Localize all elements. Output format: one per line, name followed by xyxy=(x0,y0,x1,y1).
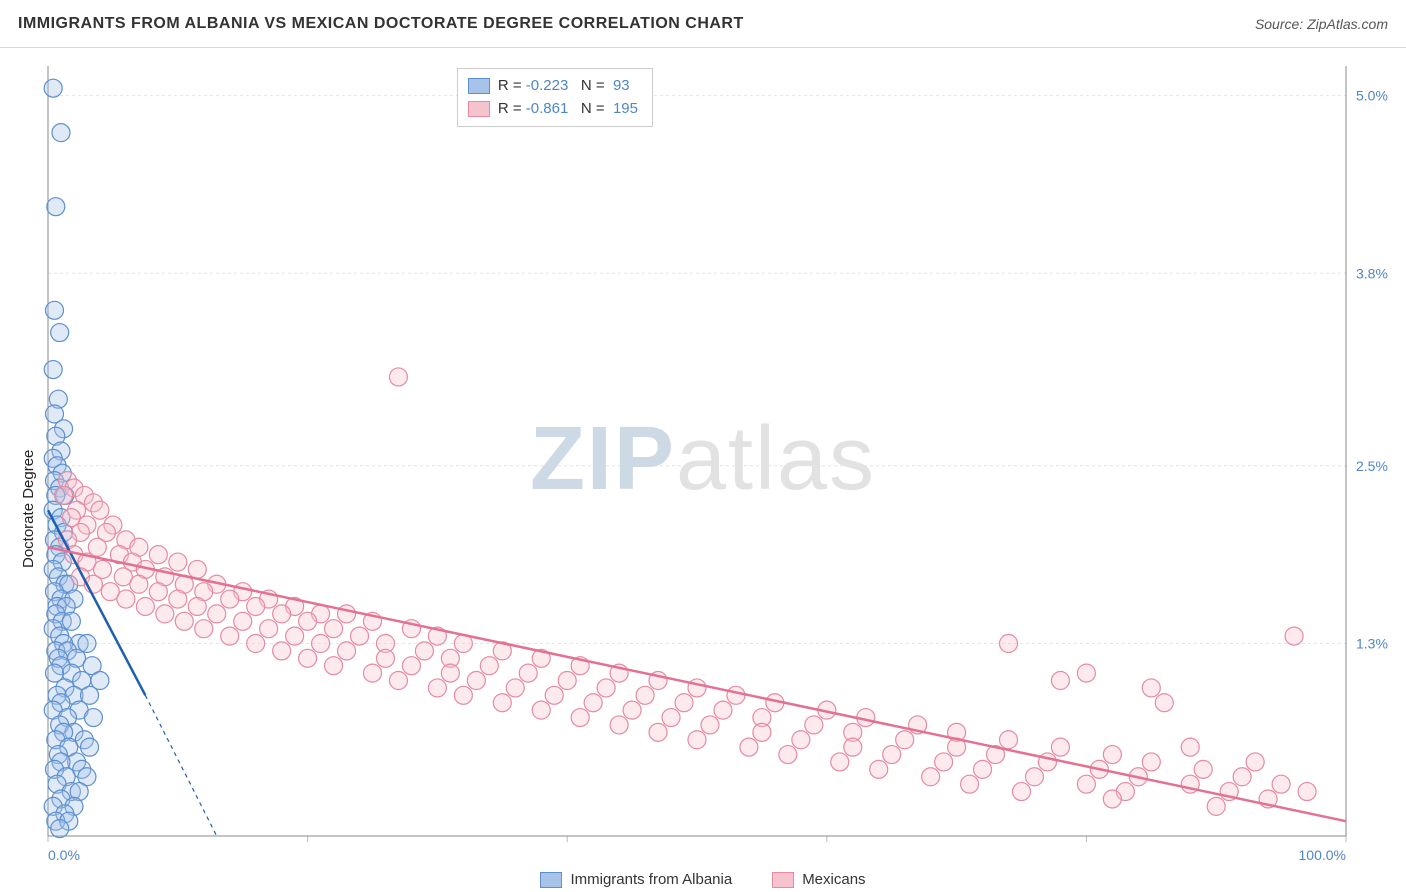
legend-swatch xyxy=(468,101,490,117)
scatter-chart-svg: 1.3% 2.5% 3.8% 5.0% 0.0% 100.0% xyxy=(0,48,1406,892)
chart-area: 1.3%2.5%3.8%5.0%0.0%100.0% ZIPatlas Doct… xyxy=(0,48,1406,892)
legend-text: R = -0.223 N = 93 xyxy=(498,75,630,98)
legend-row: R = -0.861 N = 195 xyxy=(468,98,638,121)
svg-text:5.0%: 5.0% xyxy=(1356,88,1388,104)
correlation-legend: R = -0.223 N = 93R = -0.861 N = 195 xyxy=(457,68,653,127)
legend-swatch xyxy=(468,78,490,94)
legend-swatch xyxy=(540,872,562,888)
series-legend-item: Immigrants from Albania xyxy=(540,871,732,888)
chart-header: IMMIGRANTS FROM ALBANIA VS MEXICAN DOCTO… xyxy=(0,0,1406,48)
svg-text:2.5%: 2.5% xyxy=(1356,458,1388,474)
legend-row: R = -0.223 N = 93 xyxy=(468,75,638,98)
legend-text: R = -0.861 N = 195 xyxy=(498,98,638,121)
series-legend-label: Mexicans xyxy=(802,871,865,888)
series-legend-label: Immigrants from Albania xyxy=(570,871,732,888)
chart-title: IMMIGRANTS FROM ALBANIA VS MEXICAN DOCTO… xyxy=(18,15,744,33)
svg-text:100.0%: 100.0% xyxy=(1299,847,1346,863)
source-attribution: Source: ZipAtlas.com xyxy=(1255,16,1388,32)
series-legend: Immigrants from Albania Mexicans xyxy=(0,871,1406,888)
source-name: ZipAtlas.com xyxy=(1307,16,1388,32)
legend-swatch xyxy=(772,872,794,888)
series-legend-item: Mexicans xyxy=(772,871,865,888)
source-prefix: Source: xyxy=(1255,16,1307,32)
svg-text:3.8%: 3.8% xyxy=(1356,265,1388,281)
y-axis-label: Doctorate Degree xyxy=(20,450,37,568)
svg-text:0.0%: 0.0% xyxy=(48,847,80,863)
svg-text:1.3%: 1.3% xyxy=(1356,636,1388,652)
